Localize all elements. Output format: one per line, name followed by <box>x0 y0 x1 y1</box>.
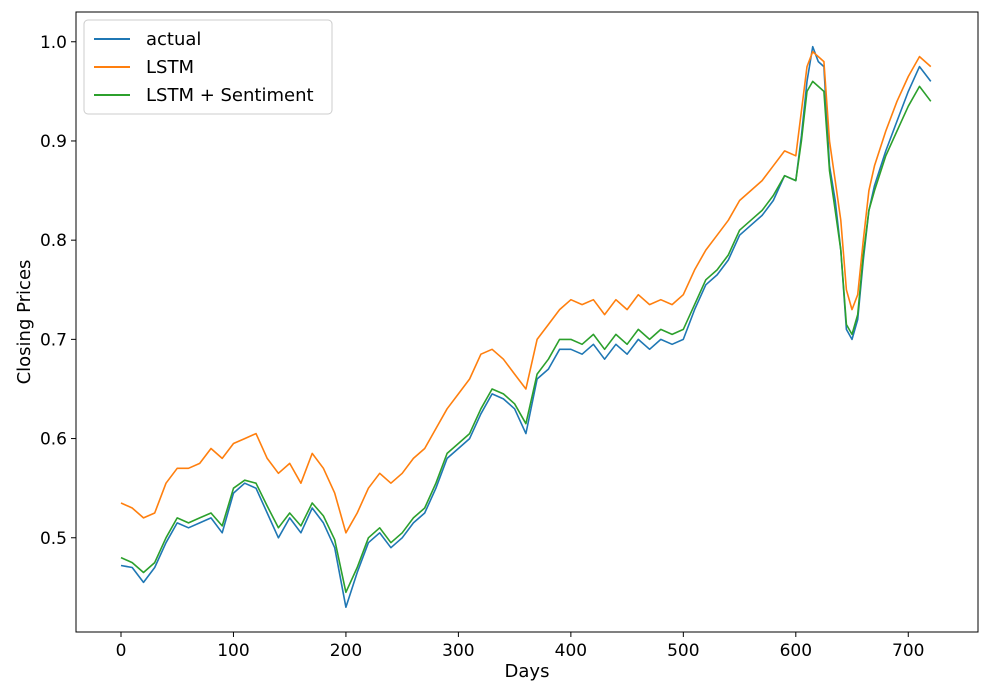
y-axis-label: Closing Prices <box>14 260 35 385</box>
x-axis-label: Days <box>505 661 550 682</box>
x-tick-label: 400 <box>555 641 587 661</box>
y-tick-label: 0.6 <box>40 430 67 450</box>
x-tick-label: 600 <box>780 641 812 661</box>
x-axis: 0 100 200 300 400 500 600 700 <box>116 632 924 661</box>
x-tick-label: 100 <box>217 641 249 661</box>
legend-label: LSTM <box>146 57 194 78</box>
x-tick-label: 200 <box>330 641 362 661</box>
y-tick-label: 0.9 <box>40 132 67 152</box>
x-tick-label: 300 <box>442 641 474 661</box>
series-line-1 <box>120 50 932 534</box>
legend: actual LSTM LSTM + Sentiment <box>83 19 333 115</box>
legend-box <box>83 19 333 115</box>
y-axis: 0.5 0.6 0.7 0.8 0.9 1.0 <box>40 33 76 549</box>
plot-lines <box>120 45 932 609</box>
y-tick-label: 0.5 <box>40 529 67 549</box>
legend-label: LSTM + Sentiment <box>146 85 314 106</box>
legend-label: actual <box>146 29 201 50</box>
series-line-2 <box>120 80 932 594</box>
series-line-0 <box>120 45 932 609</box>
x-tick-label: 0 <box>116 641 127 661</box>
x-tick-label: 500 <box>667 641 699 661</box>
y-tick-label: 0.7 <box>40 330 67 350</box>
y-tick-label: 1.0 <box>40 33 67 53</box>
x-tick-label: 700 <box>892 641 924 661</box>
y-tick-label: 0.8 <box>40 231 67 251</box>
plot-frame <box>75 11 979 633</box>
